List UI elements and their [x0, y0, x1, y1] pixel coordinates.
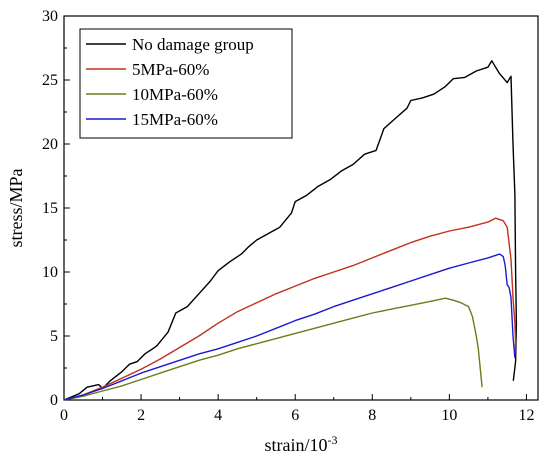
y-tick-label: 25: [42, 72, 58, 89]
x-tick-label: 10: [441, 407, 457, 424]
x-tick-label: 0: [60, 407, 68, 424]
x-tick-label: 6: [291, 407, 299, 424]
series-line-3: [63, 297, 483, 401]
x-tick-label: 4: [214, 407, 222, 424]
y-tick-label: 20: [42, 136, 58, 153]
x-tick-label: 12: [518, 407, 534, 424]
y-tick-label: 15: [42, 200, 58, 217]
series-line-1: [63, 60, 518, 401]
legend-label-2: 5MPa-60%: [132, 60, 209, 79]
legend-box: [79, 28, 293, 139]
y-tick-label: 10: [42, 264, 58, 281]
series-line-2: [63, 217, 517, 401]
series-lines: [63, 60, 518, 401]
x-tick-label: 8: [368, 407, 376, 424]
series-line-4: [63, 253, 516, 401]
y-axis-title: stress/MPa: [6, 168, 26, 247]
y-tick-label: 5: [50, 328, 58, 345]
x-tick-label: 2: [137, 407, 145, 424]
x-axis-title-exponent: -3: [328, 433, 338, 447]
legend-items: No damage group 5MPa-60% 10MPa-60% 15MPa-60…: [86, 35, 254, 129]
axis-ticks: [63, 15, 527, 401]
legend-label-1: No damage group: [132, 35, 254, 54]
legend: No damage group 5MPa-60% 10MPa-60% 15MPa-60…: [79, 28, 293, 139]
x-axis-title-text: strain/10: [265, 435, 328, 455]
y-tick-label: 30: [42, 8, 58, 25]
y-tick-label: 0: [50, 392, 58, 409]
legend-label-3: 10MPa-60%: [132, 85, 218, 104]
legend-label-4: 15MPa-60%: [132, 110, 218, 129]
x-axis-title: strain/10-3: [265, 433, 338, 455]
tick-labels: 0 2 4 6 8 10 12 0 5 10 15 20 25 30: [42, 8, 534, 424]
